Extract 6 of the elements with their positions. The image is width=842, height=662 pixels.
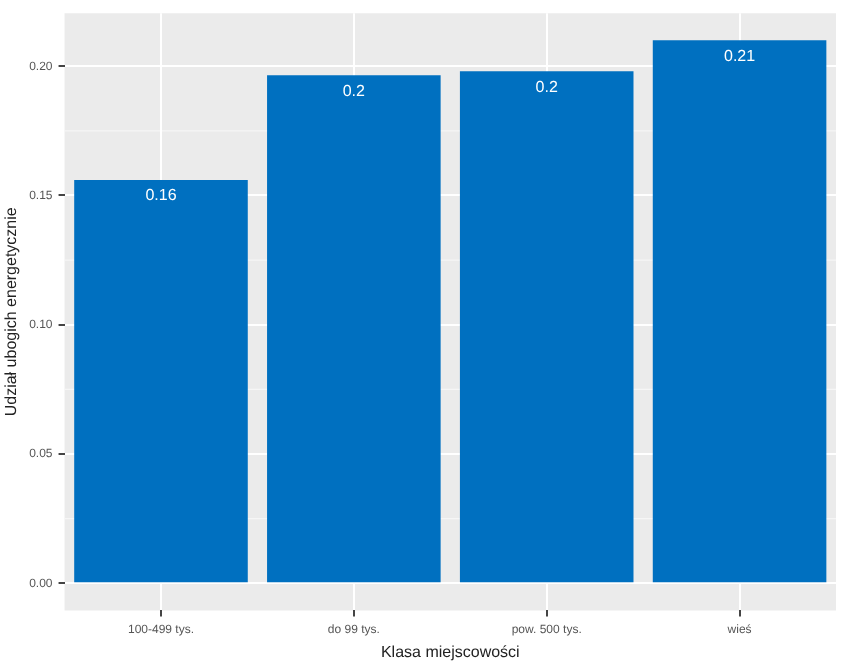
y-axis-title: Udział ubogich energetycznie	[2, 206, 21, 417]
data-label: 0.2	[535, 77, 559, 96]
data-label: 0.2	[342, 81, 367, 100]
x-axis-title: Klasa miejscowości	[380, 642, 521, 661]
data-label: 0.16	[145, 186, 178, 205]
data-label: 0.21	[723, 46, 757, 65]
